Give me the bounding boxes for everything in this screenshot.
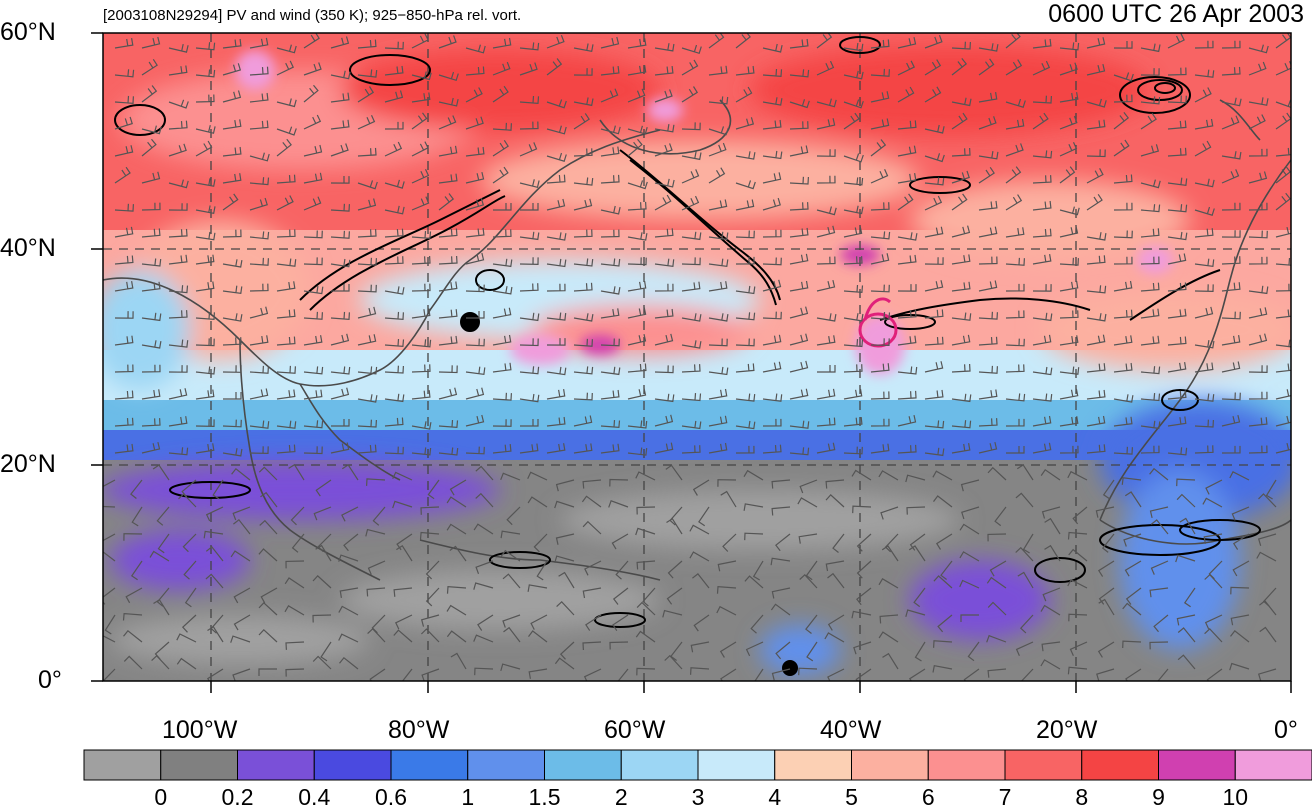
lat-label-60n: 60°N [0, 18, 56, 46]
colorbar-swatch [1004, 749, 1083, 781]
pv-band-low2 [103, 400, 1291, 430]
colorbar-label: 1 [461, 784, 475, 810]
axis-ticks [91, 32, 1292, 693]
lat-label-40n: 40°N [0, 234, 56, 262]
colorbar-swatch [544, 749, 622, 781]
map-area [103, 33, 1291, 681]
colorbar-label: 10 [1222, 784, 1249, 810]
colorbar-label: 3 [691, 784, 705, 810]
colorbar-swatch [83, 749, 162, 781]
colorbar-label: 0.4 [298, 784, 331, 810]
colorbar-swatch [467, 749, 545, 781]
cyclone-contour [858, 297, 898, 348]
colorbar-swatch [237, 749, 315, 781]
plot-title: [2003108N29294] PV and wind (350 K); 925… [103, 7, 522, 24]
lon-label-100w: 100°W [162, 716, 238, 744]
colorbar-swatch [620, 749, 699, 781]
colorbar-label: 0 [154, 784, 168, 810]
colorbar [83, 749, 1312, 781]
colorbar-label: 1.5 [528, 784, 561, 810]
colorbar-swatch [1081, 749, 1159, 781]
lon-label-40w: 40°W [820, 716, 882, 744]
colorbar-label: 2 [614, 784, 628, 810]
colorbar-label: 7 [998, 784, 1012, 810]
colorbar-label: 0.2 [221, 784, 254, 810]
map-frame [102, 32, 1292, 682]
colorbar-swatch [774, 749, 852, 781]
colorbar-label: 6 [921, 784, 935, 810]
colorbar-label: 8 [1075, 784, 1089, 810]
lat-label-0: 0° [38, 666, 62, 694]
colorbar-label: 4 [768, 784, 782, 810]
colorbar-swatch [160, 749, 238, 781]
lon-label-80w: 80°W [388, 716, 450, 744]
plot-time: 0600 UTC 26 Apr 2003 [1048, 0, 1304, 28]
colorbar-swatch [313, 749, 392, 781]
wind-barbs [103, 33, 1291, 681]
colorbar-swatch [927, 749, 1006, 781]
colorbar-swatch [390, 749, 469, 781]
pv-band-low3 [103, 430, 1291, 460]
colorbar-swatch [697, 749, 776, 781]
lon-label-20w: 20°W [1036, 716, 1098, 744]
lat-label-20n: 20°N [0, 450, 56, 478]
graticule [103, 33, 1291, 681]
lon-label-60w: 60°W [604, 716, 666, 744]
colorbar-swatch [1158, 749, 1236, 781]
colorbar-label: 5 [845, 784, 858, 810]
lon-label-0: 0° [1274, 716, 1298, 744]
coastlines [103, 99, 1291, 581]
colorbar-label: 0.6 [375, 784, 407, 810]
colorbar-swatch [851, 749, 929, 781]
colorbar-label: 9 [1152, 784, 1165, 810]
colorbar-swatch [1234, 749, 1312, 781]
